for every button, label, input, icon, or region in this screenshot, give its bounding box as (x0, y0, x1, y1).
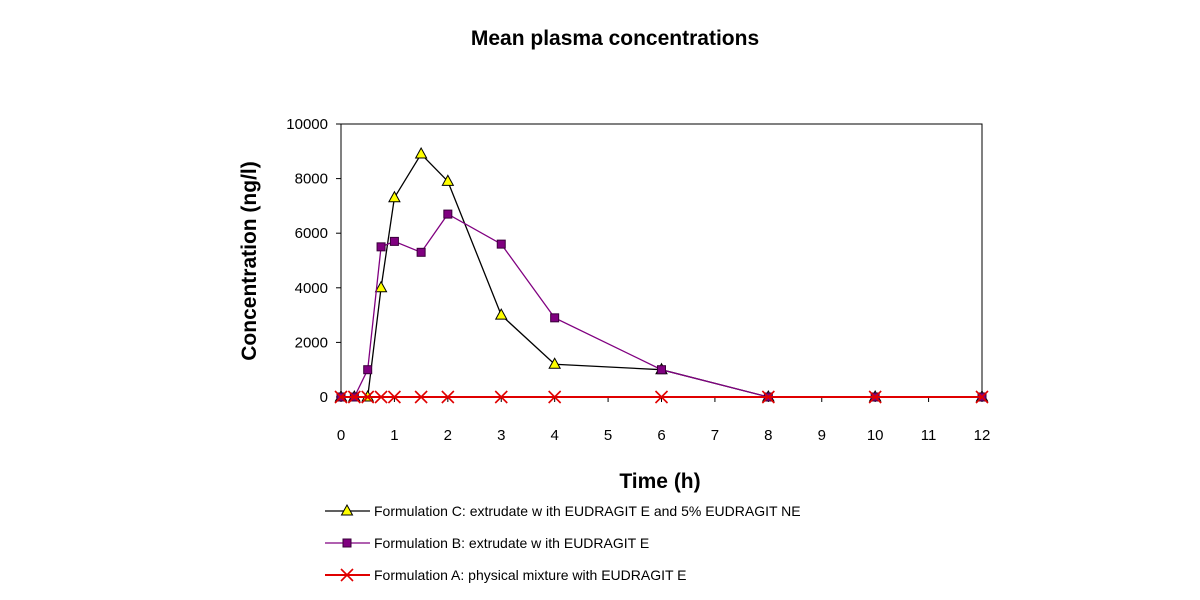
series-0 (334, 146, 989, 402)
data-point (347, 390, 361, 404)
data-point (975, 390, 989, 404)
legend-label: Formulation A: physical mixture with EUD… (374, 567, 687, 583)
data-point (389, 236, 399, 246)
y-tick-label: 8000 (295, 171, 328, 188)
x-axis-title: Time (h) (619, 470, 700, 493)
y-tick-label: 4000 (295, 280, 328, 297)
data-point (414, 146, 428, 159)
data-point (388, 190, 401, 203)
legend-label: Formulation C: extrudate w ith EUDRAGIT … (374, 503, 801, 519)
y-axis-ticks: 0 2000 4000 6000 8000 10000 (286, 116, 341, 406)
data-point (361, 390, 375, 404)
data-point (494, 390, 508, 404)
series-1 (336, 209, 987, 402)
x-tick-label: 7 (711, 427, 719, 444)
data-point (868, 390, 882, 404)
data-point (363, 365, 373, 375)
data-point (374, 280, 388, 293)
y-tick-label: 6000 (295, 225, 328, 242)
legend-item: Formulation B: extrudate w ith EUDRAGIT … (325, 535, 649, 551)
series-2 (334, 390, 989, 404)
data-point (657, 365, 666, 375)
legend: Formulation C: extrudate w ith EUDRAGIT … (325, 503, 801, 583)
x-tick-label: 2 (444, 427, 452, 444)
data-point (494, 308, 508, 320)
data-point (548, 357, 562, 369)
x-tick-label: 8 (764, 427, 772, 444)
x-tick-label: 6 (657, 427, 665, 444)
legend-label: Formulation B: extrudate w ith EUDRAGIT … (374, 535, 649, 551)
y-axis-title: Concentration (ng/l) (238, 161, 261, 360)
data-point (387, 390, 401, 404)
x-tick-label: 11 (921, 427, 937, 444)
data-point (334, 390, 348, 404)
data-point (443, 209, 453, 219)
plot-area (340, 123, 983, 398)
series-layer (334, 146, 989, 404)
data-point (416, 247, 426, 257)
series-line (341, 152, 982, 398)
chart-title: Mean plasma concentrations (471, 27, 759, 50)
x-tick-label: 4 (550, 427, 558, 444)
x-tick-label: 1 (390, 427, 398, 444)
legend-marker (342, 538, 352, 548)
data-point (496, 239, 506, 249)
x-tick-label: 3 (497, 427, 505, 444)
data-point (548, 390, 562, 404)
legend-marker (340, 568, 354, 582)
data-point (654, 390, 669, 404)
y-tick-label: 10000 (286, 116, 328, 133)
data-point (441, 390, 455, 404)
x-tick-label: 10 (867, 427, 884, 444)
data-point (374, 390, 388, 404)
x-axis-ticks: 0 1 2 3 4 5 6 7 8 9 10 11 12 (337, 397, 991, 444)
x-tick-label: 0 (337, 427, 345, 444)
legend-item: Formulation C: extrudate w ith EUDRAGIT … (325, 503, 801, 519)
y-tick-label: 2000 (295, 334, 328, 351)
data-point (761, 390, 775, 404)
data-point (441, 174, 455, 186)
data-point (376, 242, 386, 252)
x-tick-label: 12 (974, 427, 991, 444)
x-tick-label: 5 (604, 427, 612, 444)
x-tick-label: 9 (818, 427, 826, 444)
legend-item: Formulation A: physical mixture with EUD… (325, 567, 687, 583)
y-tick-label: 0 (320, 389, 328, 406)
data-point (414, 390, 428, 404)
legend-marker (340, 503, 354, 516)
data-point (550, 313, 560, 323)
